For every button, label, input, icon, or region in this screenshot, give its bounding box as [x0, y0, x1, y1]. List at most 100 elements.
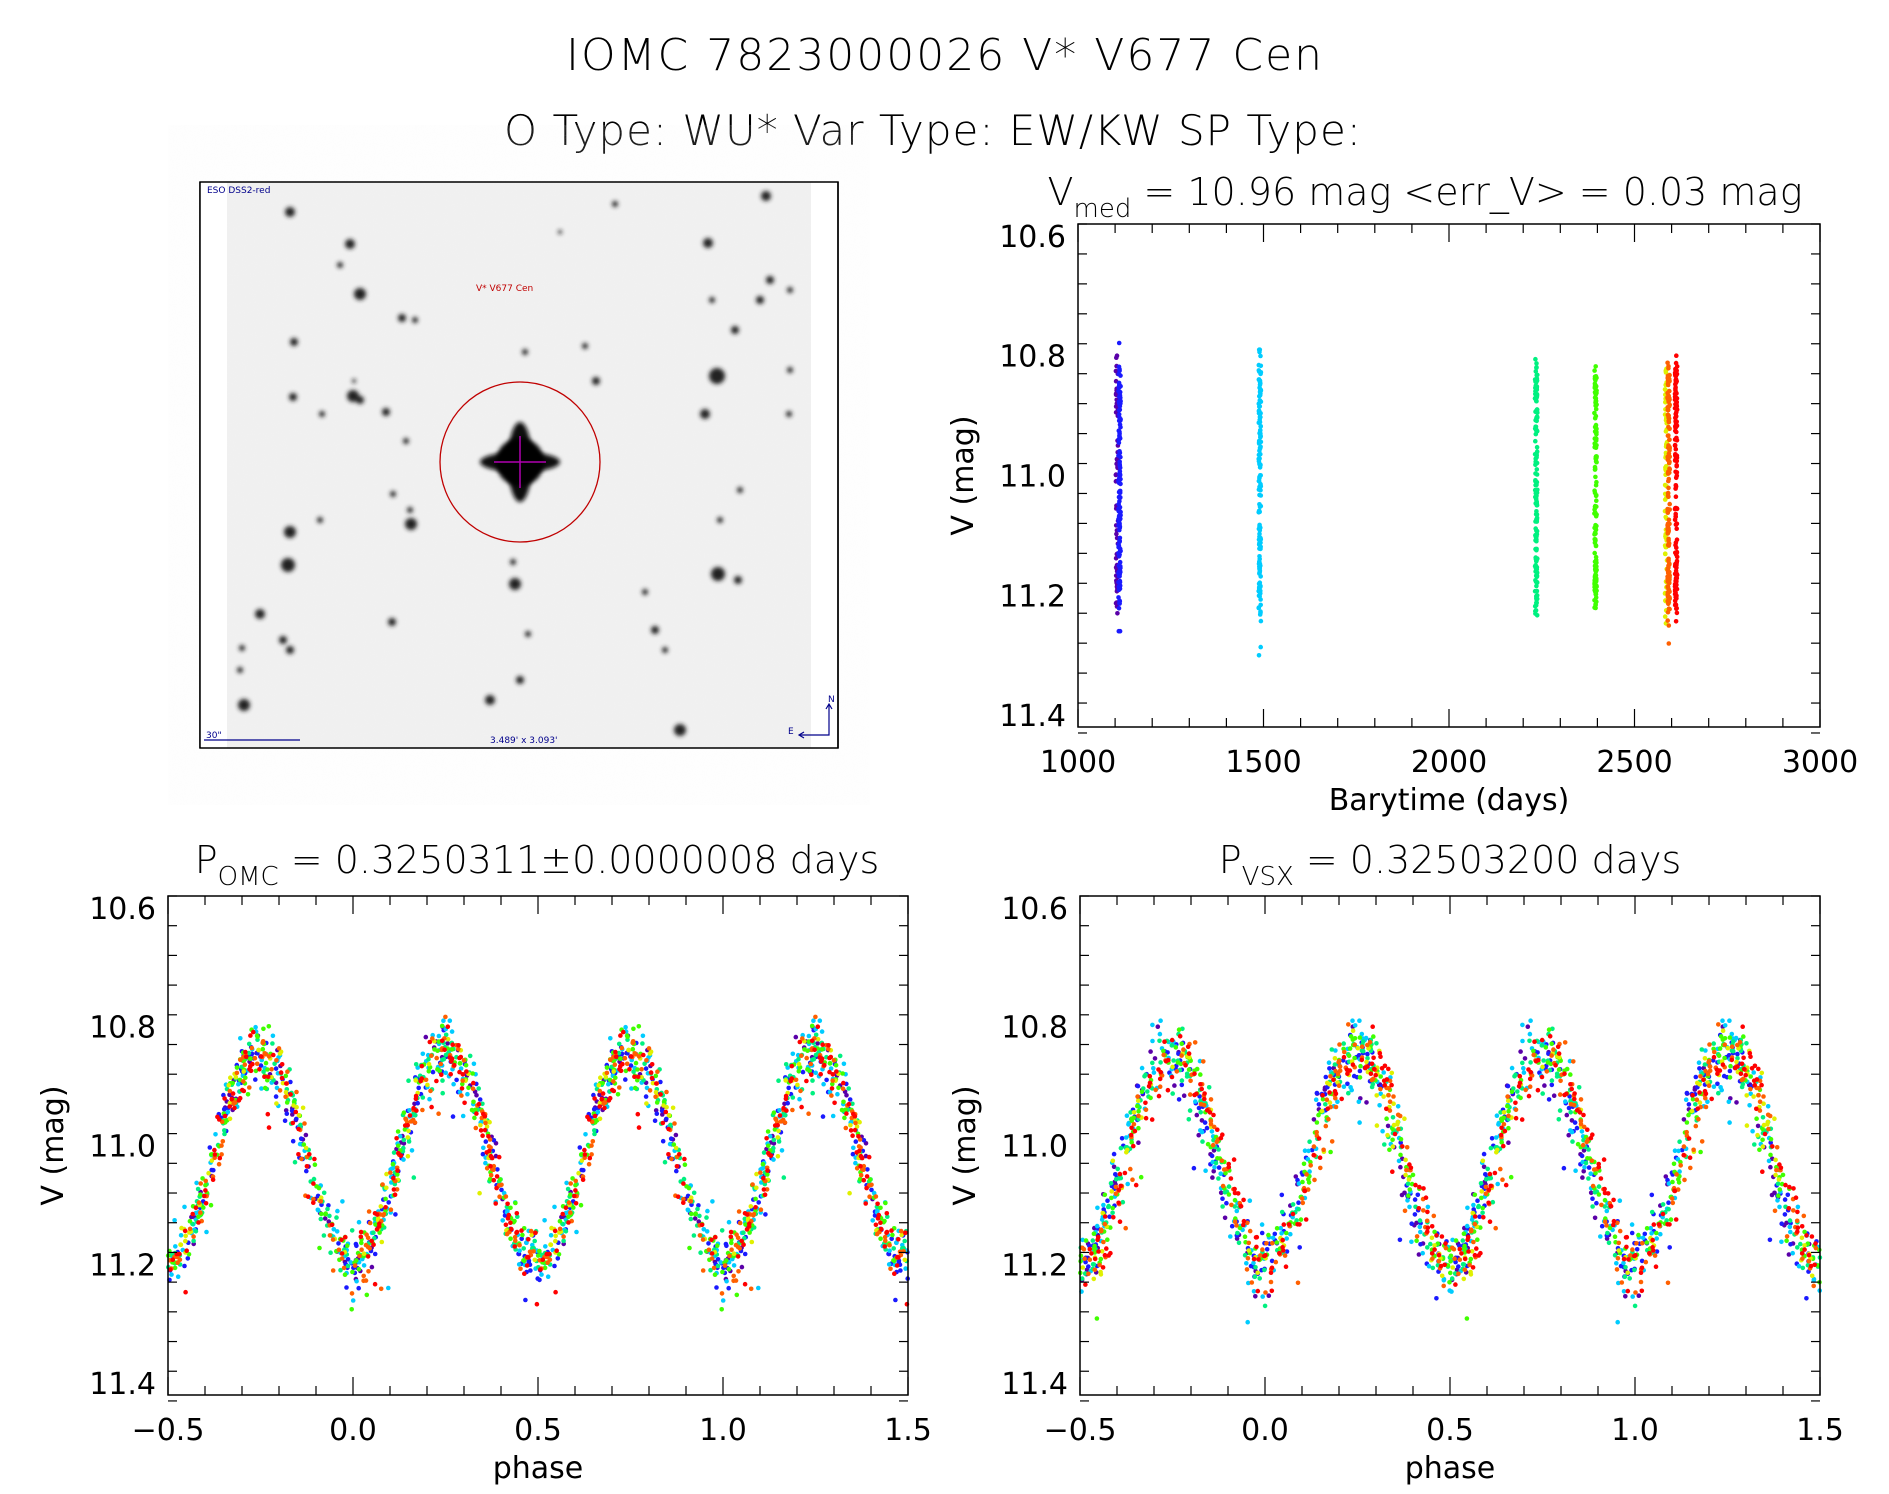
- data-point: [616, 1041, 622, 1047]
- data-point: [172, 1218, 177, 1223]
- data-point: [1533, 538, 1538, 543]
- data-point: [526, 1237, 531, 1242]
- data-point: [198, 1210, 203, 1215]
- data-point: [695, 1206, 700, 1212]
- data-point: [731, 1263, 737, 1268]
- data-point: [693, 1212, 698, 1217]
- data-point: [649, 1075, 655, 1081]
- data-point: [1665, 574, 1670, 579]
- data-point: [1695, 1080, 1700, 1086]
- data-point: [1773, 1172, 1778, 1178]
- data-point: [1135, 1098, 1141, 1104]
- star: [662, 647, 668, 653]
- data-point: [237, 1095, 243, 1101]
- data-point: [1725, 1045, 1731, 1051]
- data-point: [361, 1263, 367, 1268]
- data-point: [1086, 1264, 1091, 1269]
- data-point: [1533, 417, 1538, 423]
- data-point: [1533, 356, 1538, 362]
- data-point: [545, 1274, 551, 1279]
- data-point: [203, 1182, 208, 1188]
- data-point: [1592, 1215, 1598, 1221]
- data-point: [597, 1092, 602, 1098]
- data-point: [720, 1298, 726, 1303]
- data-point: [666, 1126, 671, 1132]
- data-point: [1436, 1259, 1442, 1264]
- data-point: [1187, 1108, 1193, 1113]
- data-point: [1722, 1036, 1728, 1041]
- data-point: [1116, 513, 1122, 519]
- data-point: [279, 1075, 285, 1081]
- data-point: [664, 1089, 669, 1095]
- data-point: [781, 1105, 786, 1111]
- data-point: [582, 1147, 587, 1153]
- data-point: [564, 1180, 569, 1186]
- data-point: [1381, 1094, 1386, 1099]
- data-point: [886, 1262, 892, 1267]
- data-point: [824, 1077, 829, 1083]
- data-point: [726, 1219, 732, 1225]
- data-point: [178, 1233, 184, 1238]
- data-point: [874, 1231, 880, 1237]
- data-point: [449, 1047, 455, 1052]
- data-point: [681, 1181, 686, 1186]
- data-point: [1674, 473, 1680, 479]
- data-point: [586, 1117, 592, 1122]
- data-point: [1139, 1065, 1145, 1071]
- plot-frame: [1077, 223, 1821, 728]
- y-tick-label: 11.2: [89, 1248, 156, 1283]
- y-tick-label: 10.6: [999, 220, 1066, 255]
- data-point: [1364, 1100, 1369, 1105]
- data-point: [1113, 1191, 1119, 1196]
- data-point: [643, 1094, 649, 1099]
- data-point: [889, 1228, 894, 1233]
- data-point: [1606, 1240, 1612, 1246]
- data-point: [1665, 509, 1670, 514]
- data-point: [1667, 501, 1672, 507]
- data-point: [1772, 1208, 1778, 1214]
- data-point: [1533, 533, 1538, 539]
- data-point: [735, 1254, 741, 1259]
- data-point: [1108, 1181, 1114, 1186]
- data-point: [1493, 1135, 1499, 1140]
- data-point: [810, 1078, 815, 1083]
- data-point: [1677, 1139, 1682, 1144]
- data-point: [873, 1222, 879, 1228]
- data-point: [265, 1067, 270, 1072]
- data-point: [1258, 591, 1263, 596]
- data-point: [1666, 641, 1672, 646]
- data-point: [1515, 1089, 1520, 1094]
- data-point: [782, 1120, 788, 1125]
- data-point: [1774, 1145, 1780, 1150]
- star: [651, 626, 659, 634]
- data-point: [429, 1104, 434, 1110]
- data-point: [364, 1292, 370, 1298]
- data-point: [865, 1167, 870, 1172]
- star: [592, 377, 600, 385]
- data-point: [390, 1161, 396, 1167]
- data-point: [430, 1069, 436, 1075]
- data-point: [512, 1234, 518, 1240]
- data-point: [1374, 1093, 1379, 1098]
- data-point: [1744, 1093, 1749, 1098]
- data-point: [1181, 1093, 1187, 1098]
- data-point: [844, 1111, 849, 1116]
- data-point: [1461, 1276, 1467, 1282]
- data-point: [1533, 526, 1538, 531]
- data-point: [445, 1041, 451, 1046]
- data-point: [1355, 1045, 1361, 1051]
- data-point: [628, 1054, 634, 1059]
- data-point: [243, 1054, 249, 1060]
- data-point: [282, 1118, 288, 1123]
- data-point: [296, 1126, 301, 1132]
- data-point: [386, 1285, 391, 1291]
- star: [352, 379, 356, 383]
- data-point: [1632, 1267, 1637, 1273]
- data-point: [519, 1228, 524, 1233]
- data-point: [1245, 1319, 1250, 1325]
- data-point: [1579, 1129, 1585, 1134]
- data-point: [709, 1256, 715, 1261]
- data-point: [1799, 1235, 1805, 1241]
- data-point: [795, 1082, 800, 1088]
- data-point: [1795, 1204, 1801, 1210]
